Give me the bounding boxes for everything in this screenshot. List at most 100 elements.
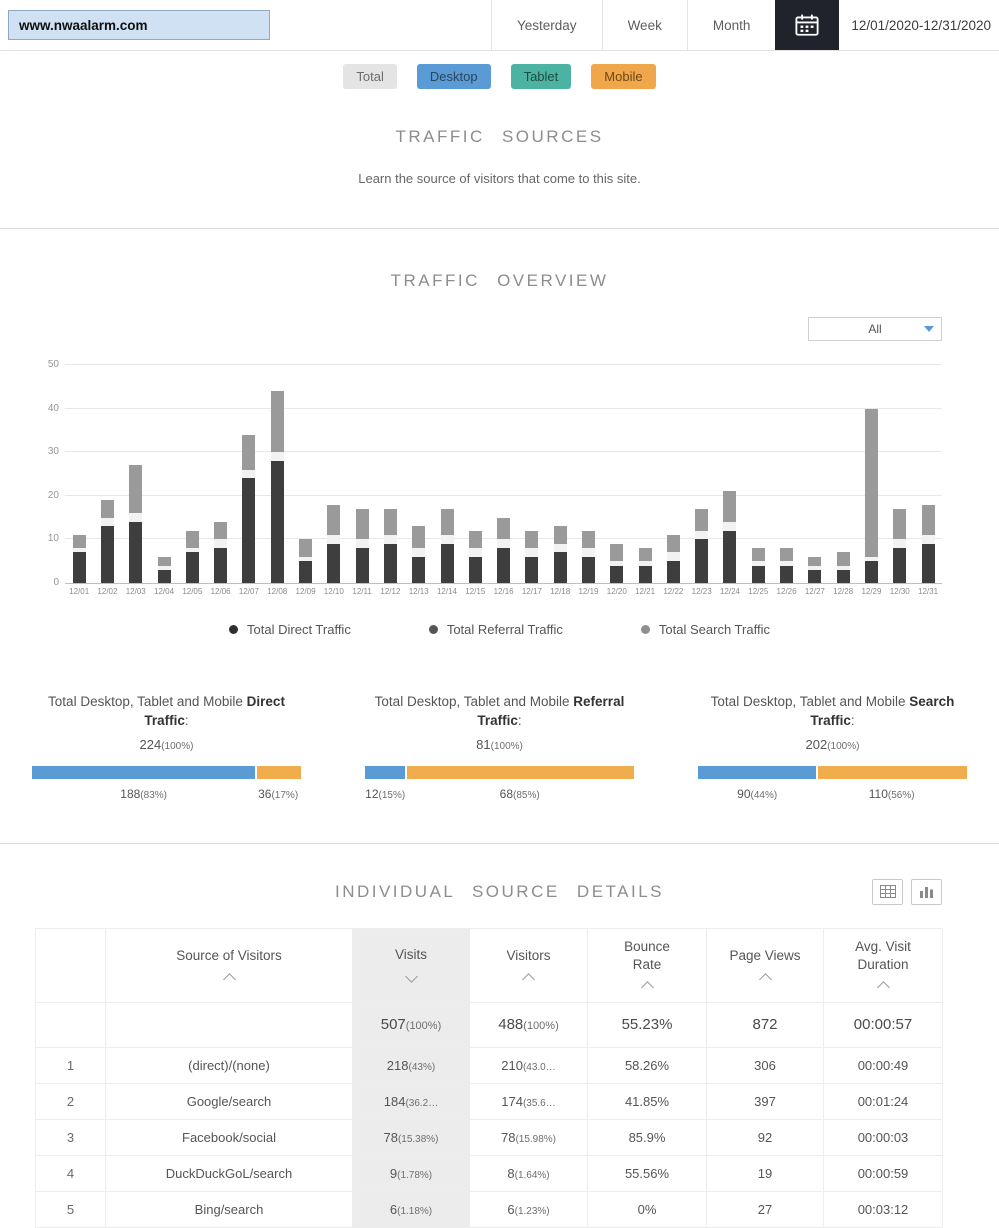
chart-bar-slot: [716, 365, 744, 583]
x-axis-label: 12/23: [691, 587, 712, 596]
section-divider: [0, 842, 999, 844]
col-header-index: [35, 927, 106, 1003]
yesterday-button[interactable]: Yesterday: [491, 0, 602, 50]
row-visitors-cell: 78(15.98%): [469, 1118, 588, 1156]
col-header-avg-visit-duration[interactable]: Avg. Visit Duration: [823, 927, 943, 1003]
totals-visits-cell: 507(100%): [352, 1001, 470, 1048]
legend-item-total-search-traffic[interactable]: Total Search Traffic: [640, 622, 770, 637]
traffic-overview-chart: 0 10 20 30 40 50 12/01 12/02 12/03 12/04 12/05 12/…: [27, 359, 942, 596]
row-visitors-cell: 174(35.6…: [469, 1082, 588, 1120]
chart-bar: [185, 530, 199, 583]
percent: (35.6…: [522, 1097, 556, 1109]
chart-bar-segment: [355, 548, 369, 583]
chart-bar-segment: [921, 543, 935, 583]
left-percent: (83%): [140, 789, 167, 801]
chart-legend: Total Direct Traffic Total Referral Traff…: [0, 622, 999, 637]
chart-bar-segment: [610, 565, 624, 583]
traffic-overview-section: TRAFFIC OVERVIEW All 0 10 20 30 40 50 12/01 12…: [0, 271, 999, 843]
summary-card-total: 202(100%): [698, 737, 967, 752]
column-label: Source of Visitors: [176, 948, 282, 963]
chart-bar: [299, 539, 313, 583]
legend-dot-icon: [428, 625, 438, 634]
summary-total-percent: (100%): [490, 740, 523, 752]
site-url-input[interactable]: [8, 10, 270, 40]
row-rank-cell: 1: [35, 1046, 106, 1084]
left-share-value: 188(83%): [32, 787, 255, 801]
chart-bar-segment: [355, 508, 369, 540]
chart-bar-segment: [638, 565, 652, 583]
column-label: Bounce Rate: [624, 939, 670, 972]
chart-bar: [581, 530, 595, 583]
chart-bar: [327, 504, 341, 583]
col-header-source-of-visitors[interactable]: Source of Visitors: [105, 927, 353, 1003]
x-axis-label: 12/25: [748, 587, 769, 596]
table-view-button[interactable]: [872, 878, 903, 905]
chart-bar-slot: [206, 365, 234, 583]
chart-bar-slot: [65, 365, 93, 583]
chart-bar: [836, 552, 850, 583]
chart-bar-segment: [525, 530, 539, 549]
legend-item-total-referral-traffic[interactable]: Total Referral Traffic: [428, 622, 563, 637]
chart-bar-slot: [376, 365, 404, 583]
device-filter-tablet[interactable]: Tablet: [510, 64, 572, 89]
chart-bar-segment: [751, 561, 765, 566]
chart-bar: [355, 508, 369, 583]
col-header-visitors[interactable]: Visitors: [469, 927, 588, 1003]
week-button[interactable]: Week: [601, 0, 687, 50]
chart-bar-segment: [751, 565, 765, 583]
col-header-page-views[interactable]: Page Views: [706, 927, 824, 1003]
chart-bar-slot: [291, 365, 319, 583]
col-header-visits[interactable]: Visits: [352, 927, 470, 1003]
percent: (100%): [523, 1020, 559, 1033]
chart-bar-segment: [780, 548, 794, 562]
legend-item-total-direct-traffic[interactable]: Total Direct Traffic: [229, 622, 351, 637]
chart-bar-slot: [801, 365, 829, 583]
device-filter-mobile[interactable]: Mobile: [591, 64, 656, 89]
percent: (1.64%): [514, 1169, 550, 1181]
percent: (15.98%): [515, 1133, 557, 1145]
chart-view-button[interactable]: [911, 878, 942, 905]
column-label: Avg. Visit Duration: [855, 939, 911, 972]
table-row: 5 Bing/search 6(1.18%) 6(1.23%) 0% 27 00:03:12: [35, 1190, 943, 1228]
chart-bar-segment: [610, 561, 624, 566]
chart-bar-slot: [688, 365, 716, 583]
chart-bar-segment: [553, 526, 567, 544]
x-axis-label: 12/24: [719, 587, 740, 596]
x-axis-label: 12/21: [635, 587, 656, 596]
table-icon: [879, 885, 896, 899]
col-header-bounce-rate[interactable]: Bounce Rate: [587, 927, 707, 1003]
chart-bar: [525, 530, 539, 583]
individual-details-title: INDIVIDUAL SOURCE DETAILS: [334, 881, 665, 901]
totals-source-cell: [105, 1001, 353, 1048]
device-filter-desktop[interactable]: Desktop: [416, 64, 491, 89]
chart-bar-segment: [864, 556, 878, 562]
month-button[interactable]: Month: [686, 0, 776, 50]
row-bounce-cell: 58.26%: [587, 1046, 707, 1084]
left-share-value: 90(44%): [698, 787, 816, 801]
chart-filter-select[interactable]: All: [808, 317, 942, 341]
traffic-sources-subtitle: Learn the source of visitors that come t…: [358, 171, 641, 186]
chart-filter-row: All: [0, 317, 942, 341]
chart-bar-segment: [921, 535, 935, 544]
summary-total-percent: (100%): [161, 740, 194, 752]
percent: (100%): [405, 1020, 442, 1033]
summary-total-value: 202: [805, 736, 828, 752]
calendar-button[interactable]: [775, 0, 840, 50]
chart-bar-segment: [836, 565, 850, 570]
value: 210: [501, 1057, 523, 1073]
chart-bar: [893, 508, 907, 583]
device-filter-bar: Total Desktop Tablet Mobile: [0, 51, 999, 101]
chart-bar: [864, 408, 878, 583]
value: 78: [500, 1129, 516, 1145]
chart-bar-segment: [185, 530, 199, 549]
row-bounce-cell: 0%: [587, 1190, 707, 1228]
chart-bar-segment: [440, 535, 454, 544]
table-row: 1 (direct)/(none) 218(43%) 210(43.0… 58.26% 3…: [35, 1046, 943, 1084]
chart-bar: [129, 465, 143, 583]
chart-bars: [65, 365, 942, 583]
chart-bar-segment: [893, 508, 907, 540]
device-filter-total[interactable]: Total: [343, 64, 397, 89]
chart-bar-slot: [772, 365, 800, 583]
chart-bar-slot: [631, 365, 659, 583]
